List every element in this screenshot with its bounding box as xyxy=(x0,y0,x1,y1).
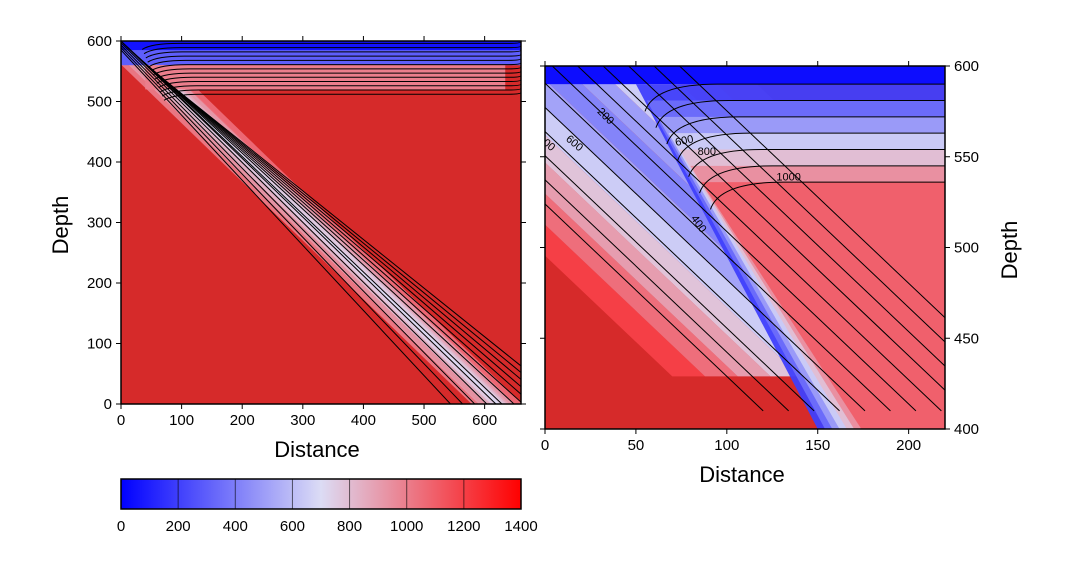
x-tick-label: 200 xyxy=(896,437,921,454)
heatmap-band xyxy=(545,66,945,85)
contour-line xyxy=(655,99,945,128)
contour-line xyxy=(163,92,521,101)
contour-line xyxy=(545,130,840,412)
heatmap-band xyxy=(701,182,945,429)
contour-line xyxy=(156,75,521,84)
colorbar-tick-label: 200 xyxy=(166,518,191,535)
contour-line xyxy=(121,44,476,404)
contour-line xyxy=(143,45,521,55)
y-tick-label: 400 xyxy=(87,154,112,171)
y-axis-ticks: 400 450 500 550 600 xyxy=(540,58,979,438)
colorbar-tick-label: 1000 xyxy=(390,518,423,535)
contour-line xyxy=(709,181,945,210)
contour-line xyxy=(149,58,521,67)
y-axis-ticks: 0 100 200 300 400 500 600 xyxy=(87,33,526,413)
contour-line xyxy=(679,66,945,319)
contour-line xyxy=(151,62,521,72)
contour-line xyxy=(135,55,521,388)
x-tick-label: 100 xyxy=(169,412,194,429)
contour-line xyxy=(132,52,521,395)
contour-line xyxy=(144,64,521,367)
x-tick-label: 500 xyxy=(412,412,437,429)
contour-line xyxy=(545,82,891,412)
y-tick-label: 400 xyxy=(954,421,979,438)
contour-line xyxy=(152,66,521,76)
x-tick-label: 200 xyxy=(230,412,255,429)
contour-line xyxy=(699,165,945,194)
y-tick-label: 200 xyxy=(87,275,112,292)
contour-line xyxy=(126,46,515,404)
contour-line xyxy=(158,79,521,89)
y-axis-title: Depth xyxy=(997,221,1022,280)
contour-line xyxy=(121,47,464,404)
colorbar-ticks: 0 200 400 600 800 1000 1200 1400 xyxy=(117,479,538,535)
contour-line xyxy=(666,116,945,145)
contour-line xyxy=(147,54,521,63)
y-tick-label: 550 xyxy=(954,149,979,166)
contour-line xyxy=(161,87,521,97)
contour-line xyxy=(545,106,866,412)
x-tick-label: 0 xyxy=(117,412,125,429)
contour-line xyxy=(577,66,942,412)
colorbar-tick-label: 1200 xyxy=(447,518,480,535)
x-axis-ticks: 0 100 200 300 400 500 600 xyxy=(117,36,497,429)
contour-line xyxy=(160,83,521,93)
contour-line xyxy=(545,203,764,412)
x-tick-label: 50 xyxy=(628,437,645,454)
contour-label: 600 xyxy=(674,133,694,149)
colorbar-tick-label: 800 xyxy=(337,518,362,535)
x-tick-label: 300 xyxy=(290,412,315,429)
colorbar-tick-label: 400 xyxy=(223,518,248,535)
colorbar-tick-label: 0 xyxy=(117,518,125,535)
y-axis-title: Depth xyxy=(48,196,73,255)
y-tick-label: 0 xyxy=(104,396,112,413)
x-tick-label: 150 xyxy=(805,437,830,454)
y-tick-label: 600 xyxy=(87,33,112,50)
contour-line xyxy=(122,42,503,404)
colorbar-tick-label: 1400 xyxy=(504,518,537,535)
x-axis-title: Distance xyxy=(699,462,785,487)
contour-label: 800 xyxy=(698,146,716,158)
contour-line xyxy=(551,66,917,412)
y-tick-label: 450 xyxy=(954,330,979,347)
contour-line xyxy=(644,83,945,112)
contour-line xyxy=(145,49,521,59)
x-axis-title: Distance xyxy=(274,437,360,462)
contour-line xyxy=(129,49,521,403)
heatmap-band xyxy=(545,162,771,377)
contour-line xyxy=(545,179,789,412)
x-tick-label: 400 xyxy=(351,412,376,429)
contour-line xyxy=(545,154,815,412)
contour-line xyxy=(688,148,945,177)
x-axis-ticks: 0 50 100 150 200 xyxy=(541,61,921,454)
heatmap-band xyxy=(121,41,521,51)
colorbar-gradient xyxy=(120,478,522,510)
contour-line xyxy=(141,41,521,50)
contour-line xyxy=(141,61,521,374)
y-tick-label: 600 xyxy=(954,58,979,75)
contour-line xyxy=(138,58,521,381)
heatmap-plot-full: 0 100 200 300 400 500 600 0100200300400500600 … xyxy=(48,33,526,462)
contour-line xyxy=(121,41,497,404)
y-tick-label: 100 xyxy=(87,336,112,353)
x-tick-label: 600 xyxy=(472,412,497,429)
colorbar-tick-label: 600 xyxy=(280,518,305,535)
contour-line xyxy=(154,71,521,80)
contour-label: 1000 xyxy=(776,171,800,183)
colorbar: 0 200 400 600 800 1000 1200 1400 xyxy=(117,478,538,535)
y-tick-label: 500 xyxy=(87,94,112,111)
contour-line xyxy=(653,66,945,343)
y-tick-label: 300 xyxy=(87,215,112,232)
contour-line xyxy=(121,49,452,404)
contour-line xyxy=(602,66,945,391)
x-tick-label: 100 xyxy=(714,437,739,454)
contour-line xyxy=(121,42,488,404)
x-tick-label: 0 xyxy=(541,437,549,454)
contour-line xyxy=(677,132,945,161)
y-tick-label: 500 xyxy=(954,240,979,257)
